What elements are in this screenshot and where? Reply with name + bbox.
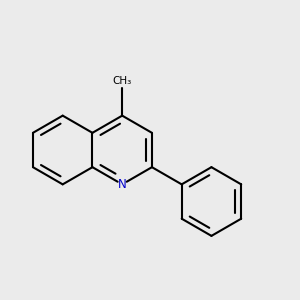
Text: N: N [118,178,127,191]
Text: CH₃: CH₃ [112,76,132,86]
